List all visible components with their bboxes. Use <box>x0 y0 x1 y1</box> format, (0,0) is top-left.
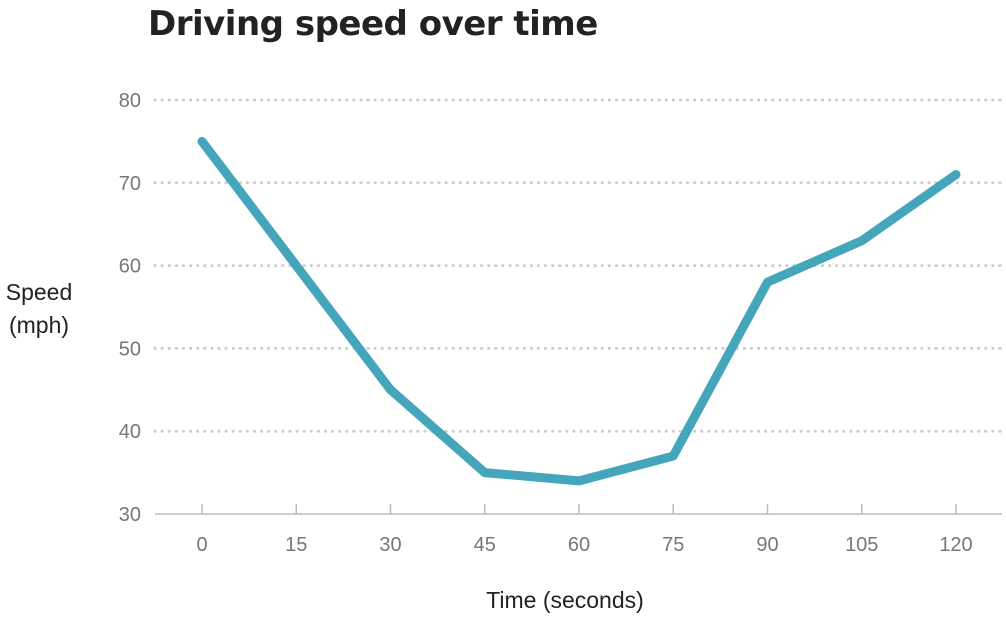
y-axis-label: Speed (mph) <box>5 279 73 338</box>
x-tick-labels: 0 15 30 45 60 75 90 105 120 <box>196 534 972 556</box>
x-tick-label: 120 <box>939 534 972 556</box>
x-tick-label: 0 <box>196 534 207 556</box>
y-tick-label: 60 <box>119 256 141 278</box>
y-tick-label: 70 <box>119 173 141 195</box>
x-tick-label: 15 <box>285 534 307 556</box>
x-tick-label: 105 <box>845 534 878 556</box>
x-axis <box>155 504 1002 515</box>
x-tick-label: 90 <box>756 534 778 556</box>
x-tick-label: 45 <box>474 534 496 556</box>
x-tick-label: 30 <box>379 534 401 556</box>
x-tick-label: 75 <box>662 534 684 556</box>
y-tick-labels: 30 40 50 60 70 80 <box>119 90 141 526</box>
y-tick-label: 50 <box>119 338 141 360</box>
x-tick-label: 60 <box>568 534 590 556</box>
y-tick-label: 30 <box>119 504 141 526</box>
x-axis-label: Time (seconds) <box>486 587 644 613</box>
series-group <box>197 136 961 486</box>
y-tick-label: 80 <box>119 90 141 112</box>
chart-title: Driving speed over time <box>148 4 598 44</box>
gridlines <box>153 98 1004 433</box>
y-tick-label: 40 <box>119 421 141 443</box>
